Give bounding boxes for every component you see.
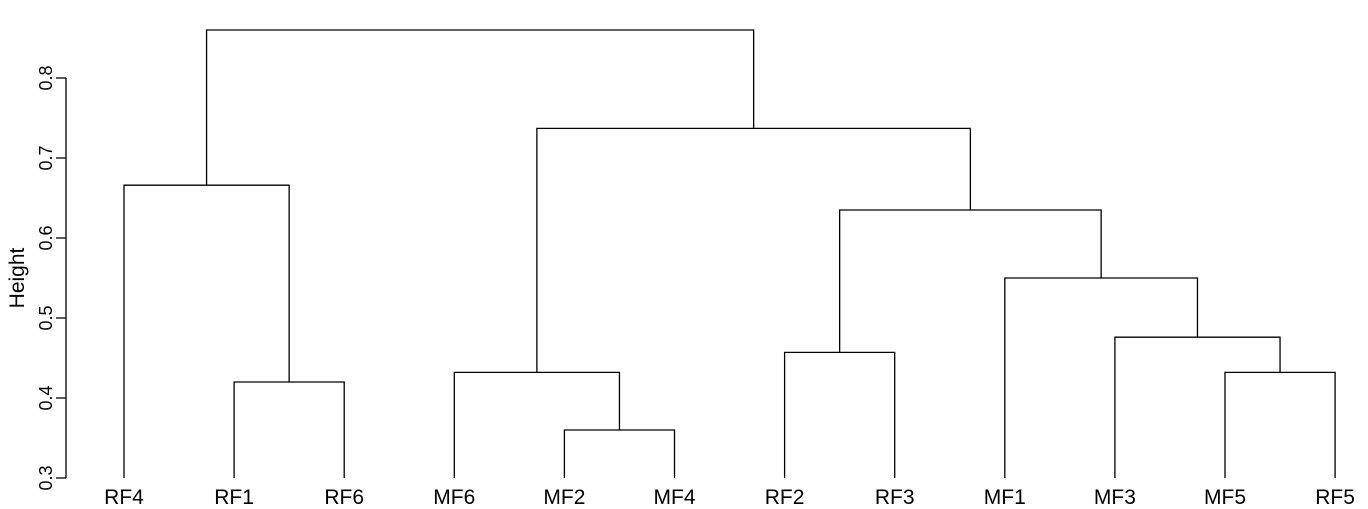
y-tick-label: 0.6: [36, 225, 56, 250]
leaf-label: RF3: [875, 486, 915, 509]
leaf-label: MF2: [543, 486, 585, 509]
leaf-label: RF4: [104, 486, 144, 509]
leaf-label: RF2: [765, 486, 805, 509]
dendrogram-branch: [453, 371, 621, 478]
leaf-label: MF5: [1204, 486, 1246, 509]
dendrogram-branch: [563, 429, 676, 478]
y-tick-label: 0.4: [36, 385, 56, 410]
dendrogram-branch: [233, 381, 345, 478]
leaf-label: MF3: [1094, 486, 1136, 509]
y-tick-label: 0.7: [36, 145, 56, 170]
dendrogram-branch: [205, 29, 755, 186]
leaf-label: RF1: [214, 486, 254, 509]
dendrogram-branch: [536, 127, 972, 373]
leaf-label: RF6: [324, 486, 364, 509]
y-tick-label: 0.3: [36, 465, 56, 490]
dendrogram-branches: [123, 29, 1336, 478]
dendrogram-branch: [783, 351, 896, 478]
dendrogram-branch: [839, 209, 1102, 353]
y-tick-label: 0.8: [36, 65, 56, 90]
dendrogram-branch: [1114, 336, 1281, 478]
dendrogram-branch: [1004, 277, 1199, 478]
y-tick-label: 0.5: [36, 305, 56, 330]
leaf-label: MF6: [433, 486, 475, 509]
y-axis-label: Height: [6, 247, 29, 308]
leaf-labels: RF4 RF1 RF6 MF6 MF2 MF4 RF2 RF3 MF1 MF3 MF5 RF5: [104, 486, 1355, 509]
dendrogram-branch: [123, 184, 290, 478]
y-axis: 0.3 0.4 0.5 0.6 0.7 0.8: [36, 65, 67, 491]
leaf-label: RF5: [1315, 486, 1355, 509]
leaf-label: MF1: [984, 486, 1026, 509]
dendrogram-branch: [1224, 371, 1336, 478]
leaf-label: MF4: [654, 486, 696, 509]
